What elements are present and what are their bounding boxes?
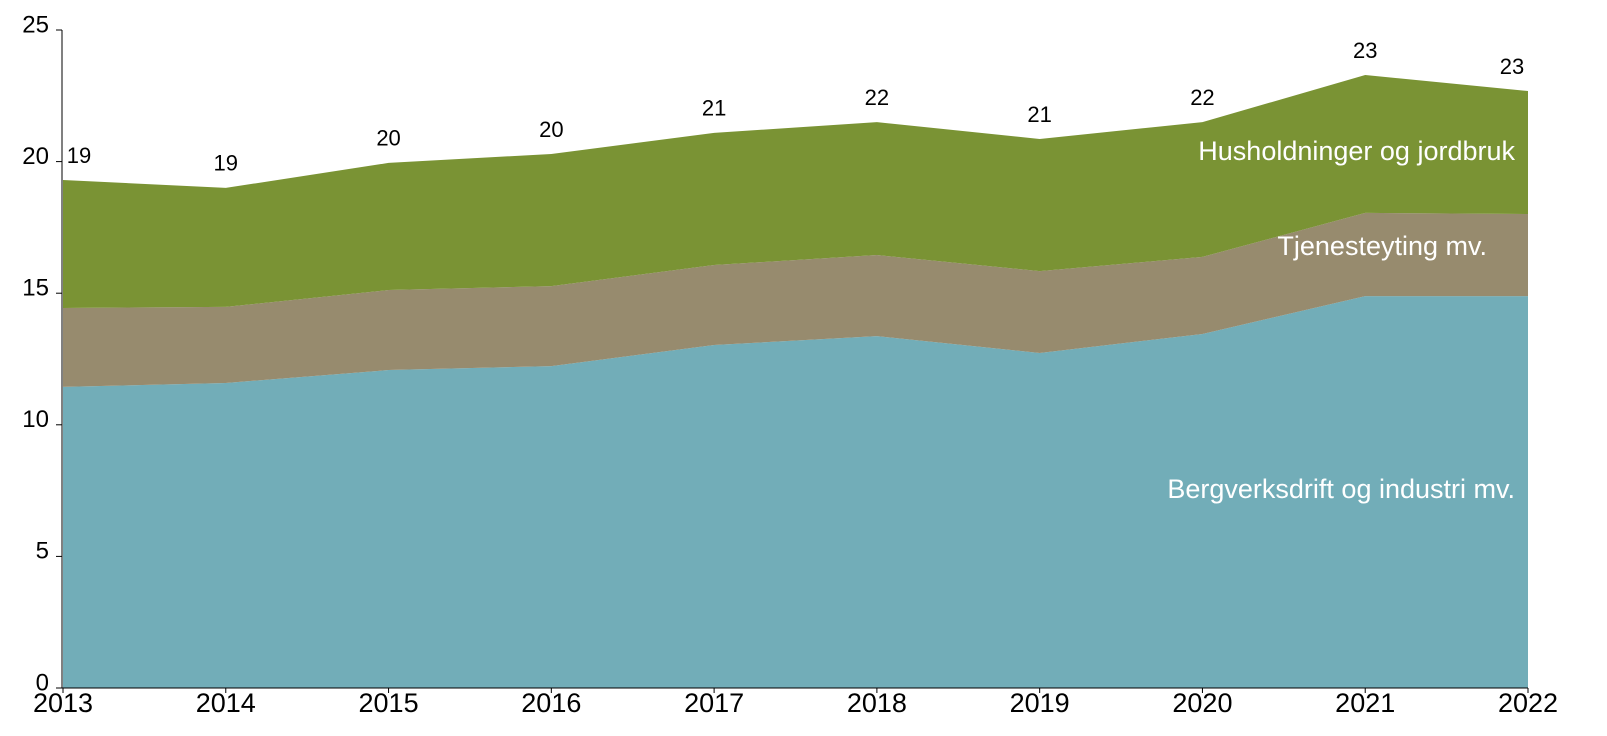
total-label: 20: [376, 126, 400, 151]
total-label: 21: [1027, 102, 1051, 127]
x-tick-label: 2022: [1498, 688, 1558, 718]
x-tick-label: 2017: [684, 688, 744, 718]
total-label: 22: [865, 85, 889, 110]
x-tick-label: 2021: [1335, 688, 1395, 718]
y-tick-label: 5: [36, 538, 49, 565]
x-tick-label: 2020: [1172, 688, 1232, 718]
y-tick-label: 0: [36, 669, 49, 696]
total-label: 19: [67, 143, 91, 168]
total-label: 23: [1500, 54, 1524, 79]
area: [63, 296, 1528, 688]
total-label: 21: [702, 96, 726, 121]
series-label: Bergverksdrift og industri mv.: [1167, 474, 1515, 504]
total-label: 19: [214, 151, 238, 176]
x-tick-label: 2015: [359, 688, 419, 718]
x-tick-label: 2016: [521, 688, 581, 718]
series-label: Husholdninger og jordbruk: [1198, 136, 1515, 166]
x-tick-label: 2014: [196, 688, 256, 718]
y-tick-label: 25: [22, 11, 49, 38]
total-label: 23: [1353, 38, 1377, 63]
total-label: 22: [1190, 85, 1214, 110]
series-label: Tjenesteyting mv.: [1277, 231, 1487, 261]
x-tick-label: 2019: [1010, 688, 1070, 718]
y-tick-label: 10: [22, 406, 49, 433]
y-tick-label: 20: [22, 143, 49, 170]
area: [63, 75, 1528, 308]
y-tick-label: 15: [22, 275, 49, 302]
total-label: 20: [539, 117, 563, 142]
x-tick-label: 2013: [33, 688, 93, 718]
x-tick-label: 2018: [847, 688, 907, 718]
area: [63, 212, 1528, 387]
